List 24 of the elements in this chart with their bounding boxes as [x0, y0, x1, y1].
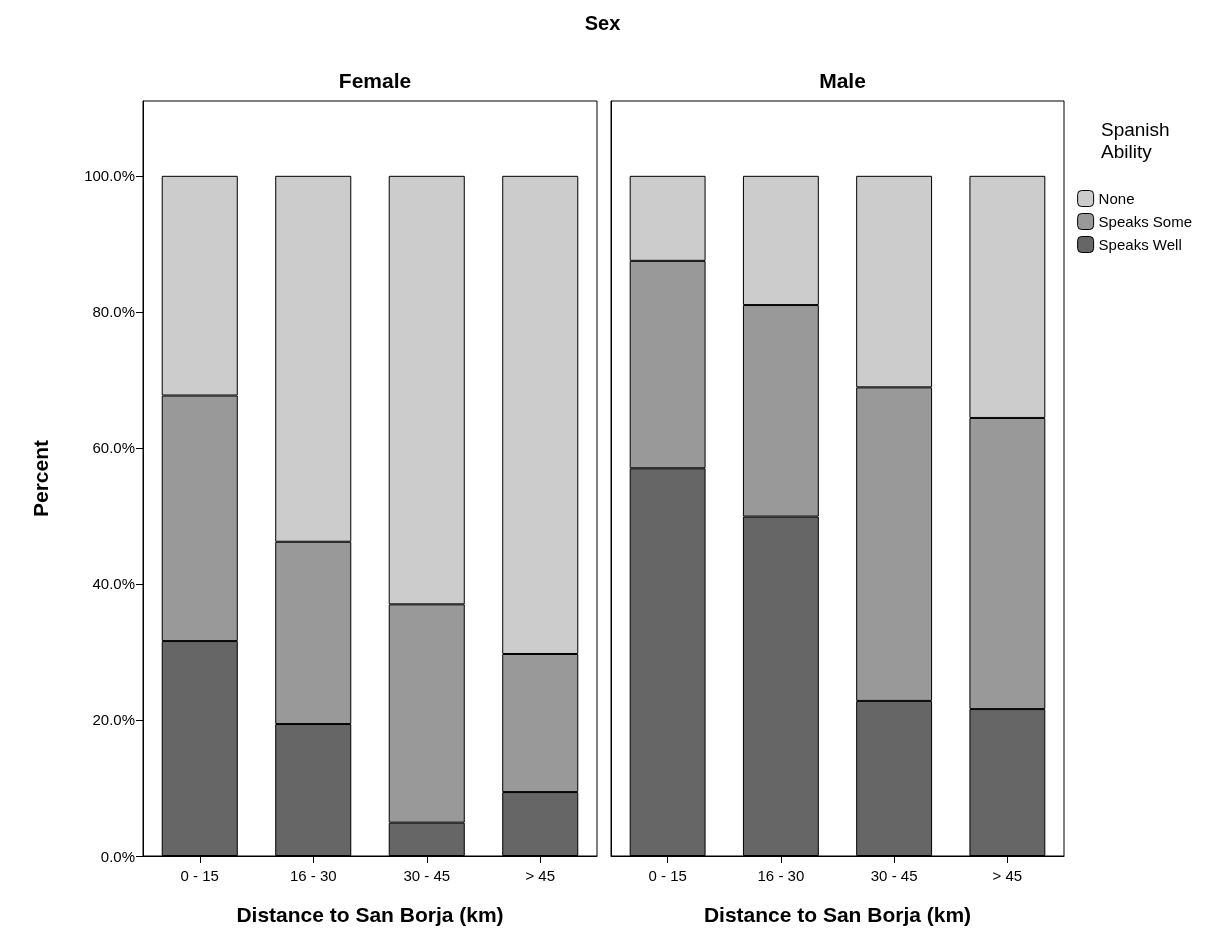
x-tick-label: > 45	[992, 867, 1023, 884]
x-tick-label: 16 - 30	[289, 867, 337, 884]
y-axis-title: Percent	[29, 439, 52, 518]
legend-label: Speaks Some	[1098, 213, 1193, 230]
x-tick-label: 16 - 30	[757, 867, 805, 884]
text: Sex	[583, 12, 622, 35]
x-tick-label: 0 - 15	[180, 867, 219, 884]
y-tick-label: 80.0%	[92, 303, 135, 321]
y-tick-label: 0.0%	[100, 847, 135, 865]
y-tick-label: 60.0%	[92, 439, 135, 457]
legend-label: None	[1098, 190, 1135, 207]
y-tick-label: 20.0%	[92, 711, 135, 729]
x-tick-label: > 45	[525, 867, 556, 884]
x-tick-label: 30 - 45	[403, 867, 451, 884]
legend-title: Spanish Ability	[1101, 118, 1175, 162]
x-tick-label: 30 - 45	[870, 867, 918, 884]
chart-title: Male	[819, 69, 866, 92]
x-axis-title: Distance to San Borja (km)	[236, 903, 504, 926]
x-tick-label: 0 - 15	[648, 867, 687, 884]
y-tick-label: 100.0%	[84, 167, 135, 185]
chart-title: Female	[338, 69, 412, 92]
legend-label: Speaks Well	[1098, 236, 1182, 253]
y-tick-label: 40.0%	[92, 575, 135, 593]
x-axis-title: Distance to San Borja (km)	[703, 903, 972, 926]
